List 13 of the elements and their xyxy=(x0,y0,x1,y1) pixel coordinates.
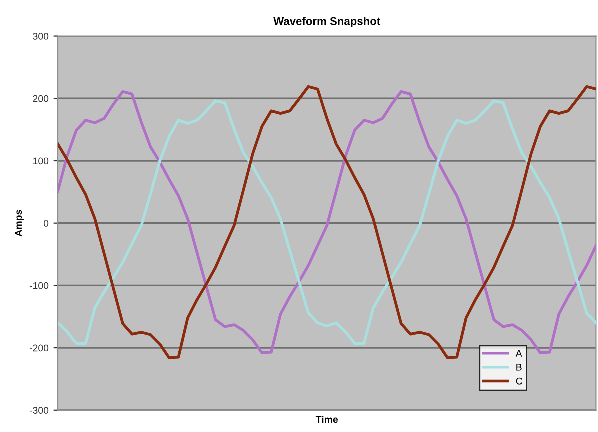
y-tick-label: 0 xyxy=(44,220,49,227)
y-tick-label: -100 xyxy=(30,282,49,290)
y-tick-label: 100 xyxy=(34,158,49,165)
chart-title: Waveform Snapshot xyxy=(274,17,380,28)
legend-label: C xyxy=(516,378,522,385)
y-tick-label: -200 xyxy=(30,344,49,352)
y-axis-title: Amps xyxy=(15,210,24,237)
legend-label: A xyxy=(516,350,522,357)
y-tick-label: -300 xyxy=(30,407,49,414)
x-axis-title: Time xyxy=(316,416,338,424)
y-tick-label: 300 xyxy=(33,33,49,40)
legend-label: B xyxy=(516,364,522,371)
y-tick-label: 200 xyxy=(33,95,49,102)
